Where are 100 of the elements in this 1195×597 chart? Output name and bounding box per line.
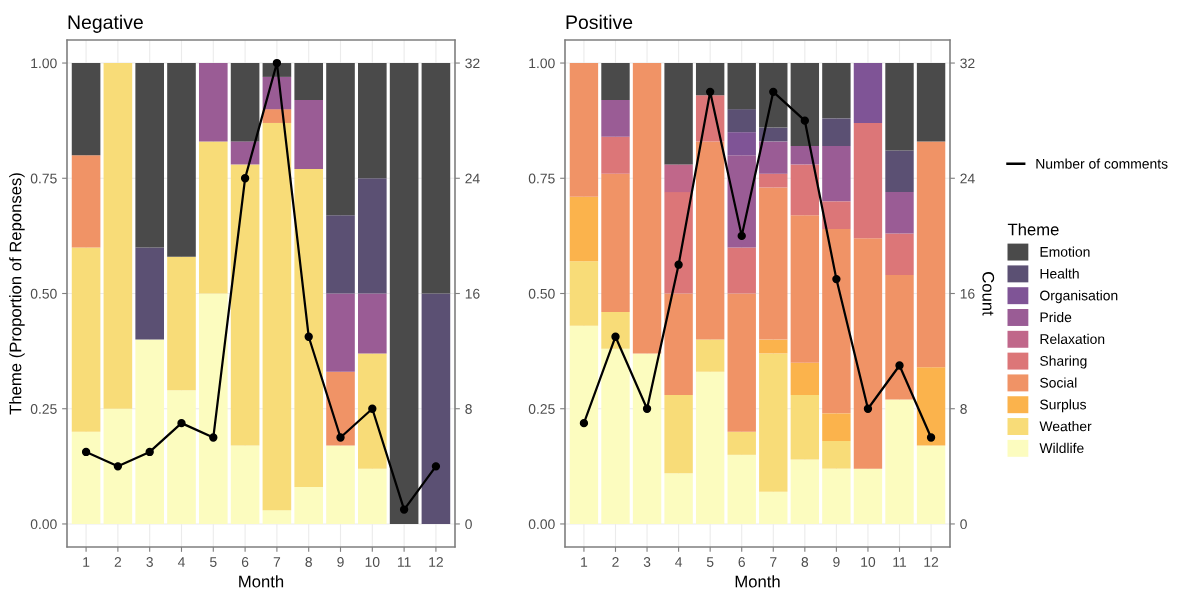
x-axis-title: Month	[735, 575, 780, 588]
y2-tick-label: 32	[465, 58, 480, 69]
bar	[790, 63, 820, 147]
x-tick-label: 12	[924, 557, 939, 567]
x-tick-label: 2	[612, 557, 619, 567]
bar	[358, 63, 387, 179]
bar	[759, 141, 788, 174]
point	[832, 274, 841, 284]
bar	[358, 178, 387, 294]
bar	[294, 99, 324, 170]
y-tick-label: 0.75	[528, 173, 555, 184]
bar	[790, 362, 820, 395]
bar	[916, 445, 946, 524]
bar	[294, 487, 324, 524]
bar	[167, 390, 196, 524]
x-tick-label: 1	[83, 557, 90, 567]
y-tick-label: 0.50	[30, 288, 57, 299]
bar	[71, 63, 101, 156]
bar	[421, 293, 451, 524]
point	[399, 505, 409, 514]
x-tick-label: 5	[209, 557, 217, 567]
bar	[759, 491, 788, 524]
bar	[853, 63, 883, 123]
x-tick-label: 8	[305, 557, 312, 567]
bar	[326, 293, 355, 372]
bar	[916, 367, 946, 446]
point	[431, 462, 441, 471]
legend-label: Health	[1040, 268, 1079, 279]
bar	[294, 63, 324, 100]
bar	[601, 63, 630, 100]
point	[272, 58, 282, 68]
bar	[230, 164, 260, 446]
legend-label: Wildlife	[1039, 442, 1084, 454]
legend-label: Relaxation	[1040, 333, 1105, 345]
bar	[569, 63, 599, 197]
bar	[664, 192, 693, 294]
bar	[601, 311, 630, 349]
bar	[198, 63, 228, 142]
bar	[664, 473, 693, 524]
bar	[759, 173, 788, 188]
y-tick-label: 0.00	[30, 519, 57, 530]
x-tick-label: 3	[146, 557, 153, 567]
legend-label: Weather	[1039, 421, 1092, 432]
bar	[790, 164, 820, 216]
bar	[632, 353, 662, 524]
bar	[822, 118, 851, 147]
y-tick-label: 1.00	[31, 58, 57, 69]
y-axis-title: Theme (Proportion of Reponses)	[9, 173, 25, 415]
chart-title: Positive	[566, 14, 633, 30]
bar	[198, 141, 228, 294]
x-tick-label: 9	[337, 557, 344, 567]
bar	[601, 348, 630, 524]
bar	[230, 445, 260, 524]
bar	[727, 293, 756, 432]
bar	[727, 132, 756, 156]
x-tick-label: 2	[114, 557, 122, 567]
bar	[853, 468, 883, 524]
legend-title: Theme	[1007, 223, 1059, 236]
bar	[822, 228, 851, 414]
bar	[167, 256, 196, 391]
bar	[822, 440, 851, 469]
x-tick-label: 6	[738, 557, 745, 567]
bar	[853, 122, 883, 239]
bar	[885, 63, 914, 151]
y2-tick-label: 16	[465, 288, 480, 299]
x-tick-label: 5	[706, 557, 714, 567]
bar	[727, 431, 756, 455]
bar	[727, 109, 756, 133]
bar	[822, 413, 851, 441]
legend-label: Social	[1040, 377, 1077, 388]
point	[642, 404, 652, 413]
x-tick-label: 10	[861, 557, 876, 567]
legend-label: Emotion	[1040, 246, 1090, 257]
point	[177, 418, 186, 428]
point	[895, 361, 904, 370]
bar	[71, 431, 101, 524]
bar	[822, 63, 851, 119]
bar	[885, 399, 914, 524]
x-tick-label: 11	[893, 557, 907, 567]
bar	[632, 63, 662, 354]
y-tick-label: 0.25	[30, 404, 57, 414]
point	[240, 174, 250, 183]
point	[304, 332, 313, 341]
point	[926, 433, 936, 442]
bar	[389, 63, 419, 524]
legend-label: Number of comments	[1036, 158, 1168, 169]
x-tick-label: 7	[770, 557, 777, 567]
bar	[885, 150, 914, 193]
bar	[664, 63, 693, 165]
legend-label: Organisation	[1040, 290, 1118, 304]
bar	[664, 293, 693, 395]
point	[800, 116, 810, 125]
x-axis-title: Month	[239, 575, 284, 588]
x-tick-label: 8	[801, 557, 809, 567]
y2-tick-label: 24	[960, 173, 975, 184]
bar	[601, 173, 630, 312]
bar	[916, 141, 946, 368]
point	[579, 418, 589, 428]
y2-tick-label: 0	[465, 519, 472, 530]
bar	[601, 99, 630, 137]
